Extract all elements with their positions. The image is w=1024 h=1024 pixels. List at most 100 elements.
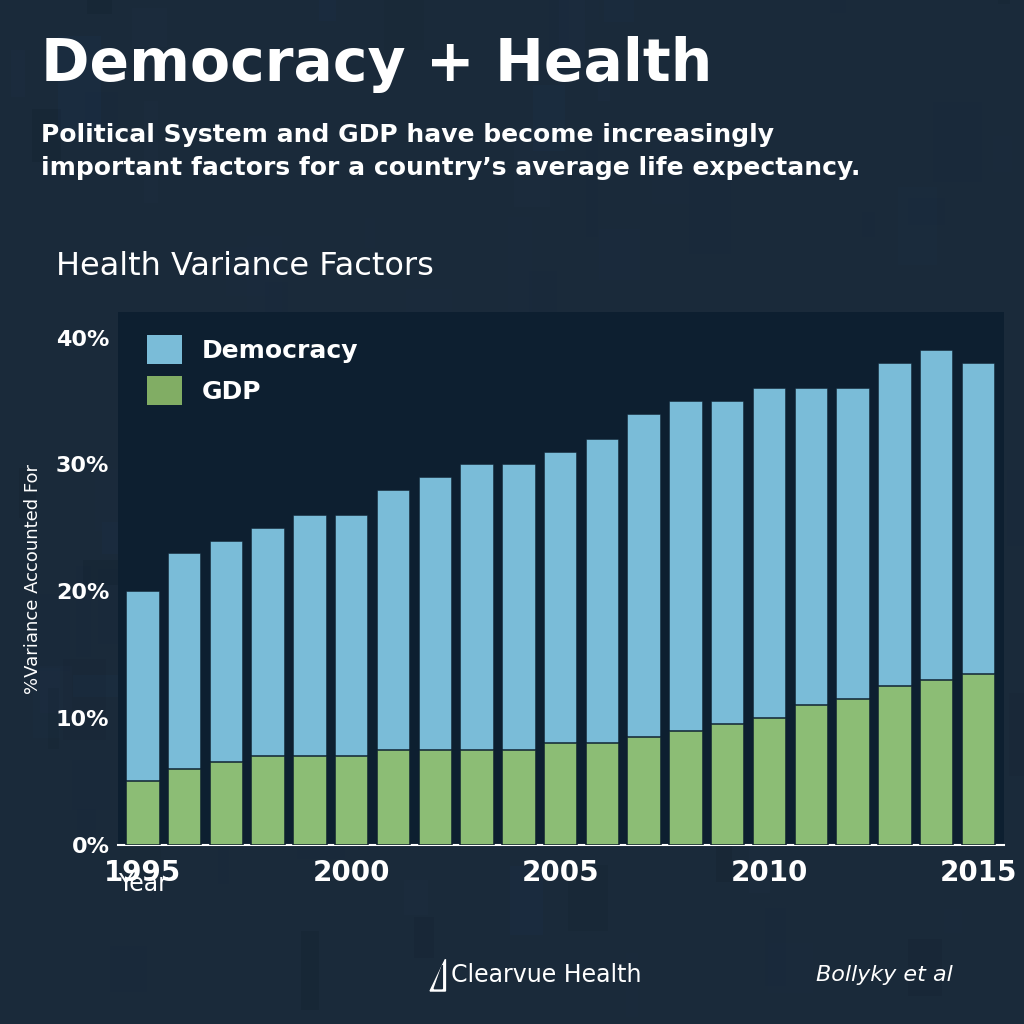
Bar (962, 674, 995, 845)
Bar (377, 489, 411, 845)
Bar (795, 388, 828, 845)
Bar (308, 662, 319, 732)
Bar (484, 794, 513, 847)
Bar (77, 809, 96, 854)
Bar (918, 659, 932, 698)
Bar (628, 414, 660, 845)
Bar (48, 687, 59, 749)
Text: Year: Year (118, 872, 168, 896)
Bar (252, 756, 285, 845)
Bar (168, 769, 202, 845)
Bar (256, 387, 296, 462)
Bar (933, 101, 982, 181)
Bar (548, 726, 572, 785)
Bar (472, 751, 497, 813)
Bar (515, 396, 545, 433)
Bar (40, 667, 72, 714)
Bar (97, 569, 135, 644)
Bar (510, 866, 543, 935)
Bar (750, 825, 770, 893)
Bar (165, 388, 203, 462)
Bar (765, 907, 786, 986)
Bar (547, 471, 573, 515)
Bar (559, 0, 585, 60)
Bar (218, 836, 229, 885)
Bar (225, 247, 269, 296)
Bar (384, 0, 424, 50)
Bar (87, 0, 113, 13)
Bar (419, 750, 452, 845)
Bar (436, 702, 463, 796)
Bar (604, 0, 634, 22)
Bar (404, 881, 428, 914)
Bar (753, 388, 786, 845)
Bar (468, 708, 495, 801)
Bar (993, 136, 1012, 172)
Bar (795, 706, 828, 845)
Bar (94, 469, 133, 531)
Bar (76, 565, 91, 657)
Bar (920, 350, 953, 845)
Bar (365, 218, 376, 248)
Bar (461, 465, 494, 845)
Bar (377, 750, 411, 845)
Bar (944, 909, 963, 934)
Bar (550, 0, 569, 78)
Text: Political System and GDP have become increasingly
important factors for a countr: Political System and GDP have become inc… (41, 123, 860, 180)
Polygon shape (434, 965, 442, 989)
Bar (586, 439, 620, 845)
Bar (1007, 470, 1024, 546)
Bar (541, 476, 584, 578)
Bar (142, 368, 175, 406)
Bar (325, 754, 357, 851)
Bar (461, 750, 494, 845)
Bar (651, 136, 689, 204)
Bar (132, 8, 167, 47)
Bar (111, 945, 146, 992)
Bar (908, 462, 924, 541)
Bar (18, 468, 36, 518)
Bar (598, 57, 610, 101)
Bar (842, 647, 866, 671)
Bar (32, 109, 60, 162)
Bar (604, 447, 632, 532)
Bar (708, 596, 756, 628)
Bar (62, 658, 105, 740)
Legend: Democracy, GDP: Democracy, GDP (139, 328, 366, 413)
Bar (544, 452, 578, 845)
Bar (937, 549, 947, 645)
Bar (912, 457, 964, 483)
Bar (962, 364, 995, 845)
Bar (477, 399, 499, 468)
Bar (765, 372, 800, 471)
Bar (753, 718, 786, 845)
Bar (57, 36, 101, 138)
Bar (898, 187, 937, 265)
Bar (904, 753, 926, 830)
Bar (879, 503, 920, 585)
Bar (335, 756, 369, 845)
Bar (502, 750, 536, 845)
Bar (210, 541, 243, 845)
Bar (214, 430, 253, 470)
Bar (126, 781, 160, 845)
Bar (83, 560, 121, 586)
Bar (675, 784, 688, 857)
Text: Democracy + Health: Democracy + Health (41, 36, 713, 93)
Bar (822, 653, 841, 735)
Bar (568, 454, 589, 481)
Bar (568, 865, 608, 931)
Bar (544, 743, 578, 845)
Polygon shape (430, 959, 445, 991)
Bar (685, 332, 711, 429)
Bar (908, 198, 945, 225)
Bar (247, 236, 282, 325)
Bar (930, 339, 954, 418)
Bar (299, 564, 328, 649)
Bar (361, 326, 375, 426)
Bar (300, 931, 318, 1010)
Text: Bollyky et al: Bollyky et al (815, 965, 952, 984)
Bar (586, 135, 598, 237)
Bar (879, 686, 911, 845)
Bar (814, 720, 843, 746)
